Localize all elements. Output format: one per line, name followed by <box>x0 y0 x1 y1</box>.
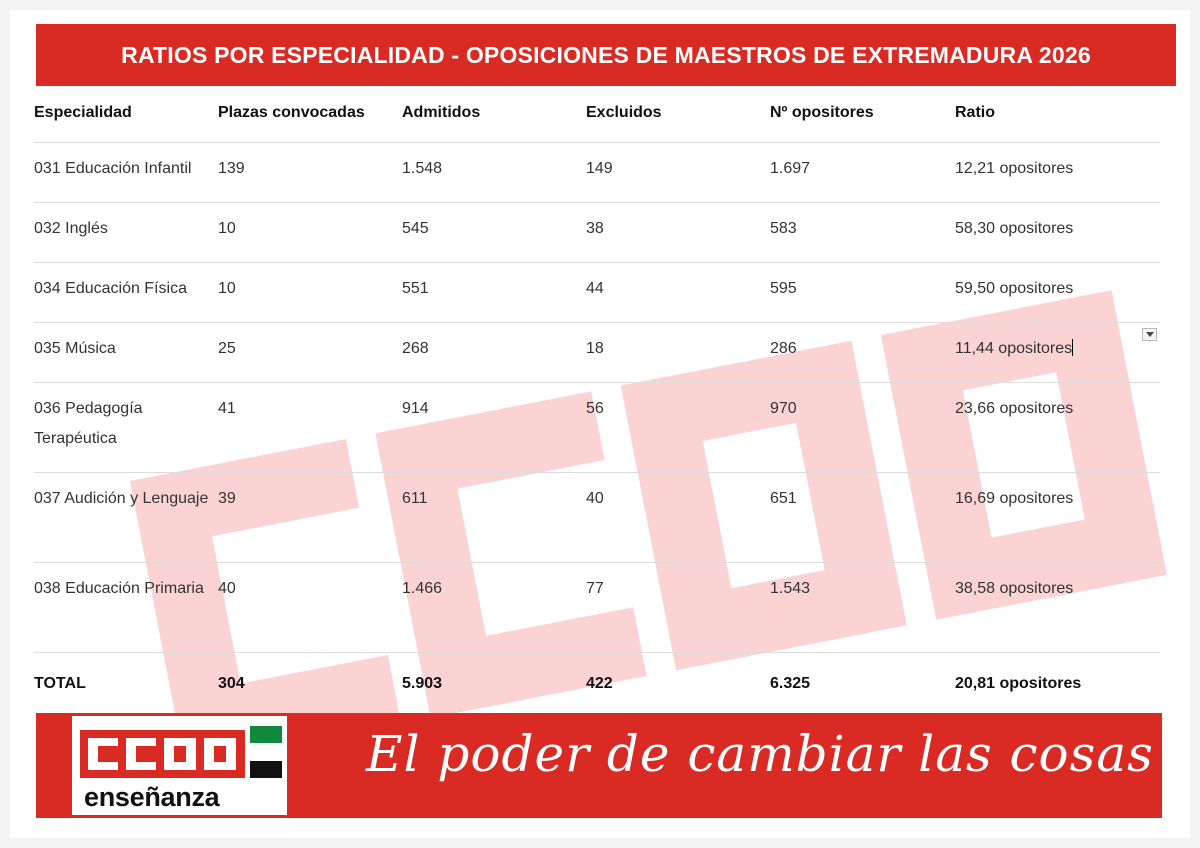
total-opositores: 6.325 <box>770 674 811 692</box>
page-title: RATIOS POR ESPECIALIDAD - OPOSICIONES DE… <box>36 24 1176 86</box>
table-row: 031 Educación Infantil 139 1.548 149 1.6… <box>34 142 1160 203</box>
cell-plazas: 25 <box>218 322 402 383</box>
table-row: 032 Inglés 10 545 38 583 58,30 opositore… <box>34 202 1160 263</box>
cell-opositores: 651 <box>770 472 955 563</box>
cell-excluidos: 77 <box>586 562 770 653</box>
header-admitidos: Admitidos <box>402 82 586 143</box>
cell-ratio: 16,69 opositores <box>955 472 1160 563</box>
header-especialidad: Especialidad <box>34 82 218 143</box>
cell-ratio: 59,50 opositores <box>955 262 1160 323</box>
cell-admitidos: 268 <box>402 322 586 383</box>
cell-admitidos: 1.466 <box>402 562 586 653</box>
header-excluidos: Excluidos <box>586 82 770 143</box>
cell-excluidos: 18 <box>586 322 770 383</box>
cell-plazas: 40 <box>218 562 402 653</box>
cell-especialidad: 031 Educación Infantil <box>34 142 218 203</box>
table-row: 038 Educación Primaria 40 1.466 77 1.543… <box>34 562 1160 653</box>
cell-especialidad: 038 Educación Primaria <box>34 562 218 653</box>
extremadura-flag-icon <box>250 726 282 778</box>
cell-ratio: 12,21 opositores <box>955 142 1160 203</box>
cell-ratio: 11,44 opositores <box>955 339 1073 357</box>
text-cursor <box>1072 338 1074 356</box>
cell-excluidos: 40 <box>586 472 770 563</box>
table-total-row: TOTAL 304 5.903 422 6.325 20,81 opositor… <box>34 652 1160 712</box>
cell-excluidos: 56 <box>586 382 770 473</box>
footer-banner: enseñanza El poder de cambiar las cosas <box>36 713 1162 818</box>
cell-especialidad: 035 Música <box>34 322 218 383</box>
table-row: 036 Pedagogía Terapéutica 41 914 56 970 … <box>34 382 1160 473</box>
dropdown-arrow-icon[interactable] <box>1142 328 1157 341</box>
cell-opositores: 970 <box>770 382 955 473</box>
ratios-table: Especialidad Plazas convocadas Admitidos… <box>34 82 1160 712</box>
table-row: 035 Música 25 268 18 286 11,44 opositore… <box>34 322 1160 383</box>
cell-plazas: 10 <box>218 202 402 263</box>
cell-admitidos: 914 <box>402 382 586 473</box>
cell-admitidos: 545 <box>402 202 586 263</box>
total-ratio: 20,81 opositores <box>955 674 1082 692</box>
cell-ratio: 58,30 opositores <box>955 202 1160 263</box>
cell-especialidad: 036 Pedagogía Terapéutica <box>34 382 218 473</box>
cell-plazas: 10 <box>218 262 402 323</box>
cell-especialidad: 034 Educación Física <box>34 262 218 323</box>
total-label: TOTAL <box>34 674 86 692</box>
header-ratio: Ratio <box>955 82 1160 143</box>
document-page: RATIOS POR ESPECIALIDAD - OPOSICIONES DE… <box>10 10 1190 838</box>
total-admitidos: 5.903 <box>402 674 443 692</box>
cell-ratio-editing[interactable]: 11,44 opositores <box>955 322 1160 383</box>
cell-excluidos: 44 <box>586 262 770 323</box>
cell-excluidos: 149 <box>586 142 770 203</box>
cell-opositores: 595 <box>770 262 955 323</box>
header-opositores: Nº opositores <box>770 82 955 143</box>
header-plazas: Plazas convocadas <box>218 82 402 143</box>
cell-admitidos: 551 <box>402 262 586 323</box>
table-header-row: Especialidad Plazas convocadas Admitidos… <box>34 82 1160 143</box>
ccoo-logo-mark <box>80 730 245 778</box>
table-row: 037 Audición y Lenguaje 39 611 40 651 16… <box>34 472 1160 563</box>
cell-excluidos: 38 <box>586 202 770 263</box>
cell-especialidad: 032 Inglés <box>34 202 218 263</box>
cell-plazas: 39 <box>218 472 402 563</box>
cell-plazas: 139 <box>218 142 402 203</box>
cell-opositores: 286 <box>770 322 955 383</box>
cell-ratio: 23,66 opositores <box>955 382 1160 473</box>
cell-ratio: 38,58 opositores <box>955 562 1160 653</box>
cell-admitidos: 611 <box>402 472 586 563</box>
total-excluidos: 422 <box>586 674 613 692</box>
logo-subtitle: enseñanza <box>84 782 220 812</box>
cell-admitidos: 1.548 <box>402 142 586 203</box>
cell-opositores: 583 <box>770 202 955 263</box>
cell-especialidad: 037 Audición y Lenguaje <box>34 472 218 563</box>
cell-opositores: 1.697 <box>770 142 955 203</box>
slogan: El poder de cambiar las cosas <box>366 725 1154 783</box>
cell-plazas: 41 <box>218 382 402 473</box>
total-plazas: 304 <box>218 674 245 692</box>
table-row: 034 Educación Física 10 551 44 595 59,50… <box>34 262 1160 323</box>
ccoo-ensenanza-logo: enseñanza <box>72 716 287 815</box>
cell-opositores: 1.543 <box>770 562 955 653</box>
